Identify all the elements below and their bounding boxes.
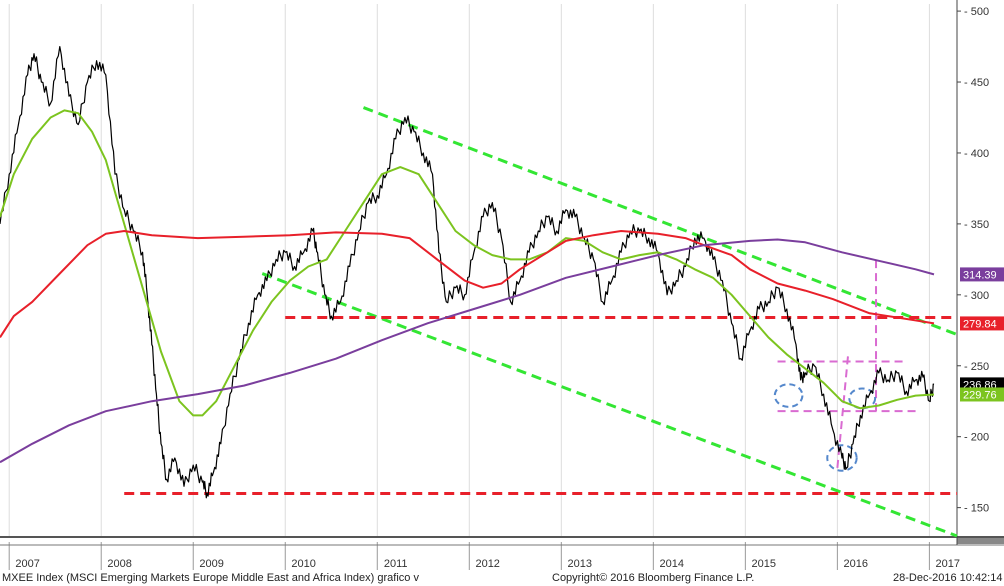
highlight-ellipse — [848, 387, 877, 410]
y-tick-label: - 350 — [964, 219, 989, 231]
y-tick-label: - 200 — [964, 432, 989, 444]
x-tick-label: 2007 — [15, 558, 39, 570]
x-tick-label: 2017 — [936, 558, 960, 570]
x-tick-label: 2013 — [567, 558, 591, 570]
trend-channel-line — [261, 272, 958, 538]
y-tick-label: - 250 — [964, 361, 989, 373]
last-value-text: 229.76 — [963, 389, 997, 401]
y-tick-label: - 500 — [964, 6, 989, 18]
y-tick-label: - 150 — [964, 503, 989, 515]
moving-average-green-line — [0, 109, 935, 417]
price-chart: - 150 - 200 - 250 - 300 - 350 - 400 - 450 - 500… — [0, 0, 1004, 570]
x-axis-scroll — [957, 538, 1004, 544]
last-value-box — [960, 387, 1004, 402]
x-tick-label: 2016 — [844, 558, 868, 570]
footer: MXEE Index (MSCI Emerging Markets Europe… — [0, 571, 1004, 586]
x-tick-label: 2010 — [291, 558, 315, 570]
trend-channel-line — [362, 106, 958, 336]
y-tick-label: - 300 — [964, 290, 989, 302]
y-tick-label: - 450 — [964, 77, 989, 89]
highlight-ellipse — [773, 383, 804, 408]
last-value-box — [960, 316, 1004, 331]
footer-timestamp: 28-Dec-2016 10:42:14 — [893, 572, 1003, 584]
moving-average-red-line — [0, 230, 935, 338]
last-value-label: 279.84 — [960, 316, 1004, 331]
moving-average-purple-line — [0, 238, 935, 464]
last-value-box — [960, 267, 1004, 282]
footer-index-description: MXEE Index (MSCI Emerging Markets Europe… — [2, 572, 419, 584]
x-axis-band — [0, 536, 1004, 538]
x-tick-label: 2012 — [475, 558, 499, 570]
x-tick-label: 2014 — [659, 558, 683, 570]
vertical-gridlines — [8, 4, 930, 570]
footer-copyright: Copyright© 2016 Bloomberg Finance L.P. — [552, 572, 755, 584]
y-tick-label: - 400 — [964, 148, 989, 160]
price-line — [0, 46, 935, 499]
last-value-text: 279.84 — [963, 318, 997, 330]
series-lines — [0, 46, 935, 499]
last-value-label: 229.76 — [960, 387, 1004, 402]
x-tick-label: 2011 — [384, 558, 408, 570]
measure-line — [836, 351, 850, 468]
x-tick-label: 2009 — [199, 558, 223, 570]
x-tick-label: 2008 — [107, 558, 131, 570]
y-axis: - 150 - 200 - 250 - 300 - 350 - 400 - 450 - 500 — [0, 0, 1004, 546]
last-value-label: 314.39 — [960, 267, 1004, 282]
x-tick-label: 2015 — [752, 558, 776, 570]
last-value-text: 314.39 — [963, 269, 997, 281]
annotations — [124, 106, 958, 538]
x-tick-labels: 2007 2008 2009 2010 2011 2012 2013 2014 2015 2016… — [15, 558, 960, 570]
highlight-ellipse — [826, 444, 858, 472]
